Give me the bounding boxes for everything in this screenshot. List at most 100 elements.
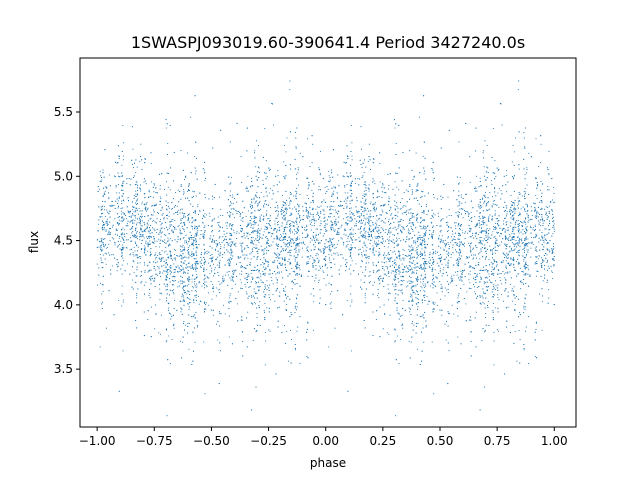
data-point xyxy=(479,208,481,210)
data-point xyxy=(104,186,106,188)
data-point xyxy=(518,227,520,229)
data-point xyxy=(350,220,352,222)
data-point xyxy=(183,298,185,300)
data-point xyxy=(298,242,300,244)
data-point xyxy=(417,221,419,223)
data-point xyxy=(333,215,335,217)
data-point xyxy=(317,254,319,256)
data-point xyxy=(519,193,521,195)
data-point xyxy=(147,264,149,266)
data-point xyxy=(222,275,224,277)
data-point xyxy=(531,219,533,221)
data-point xyxy=(508,233,510,236)
data-point xyxy=(227,259,229,261)
data-point xyxy=(212,263,215,265)
data-point xyxy=(360,231,362,233)
data-point xyxy=(195,173,197,175)
data-point xyxy=(194,289,196,292)
data-point xyxy=(135,171,137,174)
data-point xyxy=(448,251,450,253)
data-point xyxy=(338,240,340,242)
data-point xyxy=(168,221,171,223)
data-point xyxy=(344,192,346,194)
data-point xyxy=(395,237,398,239)
data-point xyxy=(483,166,485,168)
data-point xyxy=(266,289,268,291)
data-point xyxy=(141,231,143,233)
data-point xyxy=(518,168,520,170)
data-point xyxy=(517,244,519,246)
data-point xyxy=(139,219,141,221)
data-point xyxy=(266,213,268,215)
data-point xyxy=(543,208,546,210)
data-point xyxy=(181,296,183,298)
data-point xyxy=(393,247,395,249)
data-point xyxy=(372,251,374,253)
data-point xyxy=(346,200,348,202)
data-point xyxy=(197,295,199,298)
data-point xyxy=(118,237,120,239)
data-point xyxy=(350,181,352,183)
data-point xyxy=(360,220,362,222)
data-point xyxy=(436,277,438,279)
data-point xyxy=(329,293,331,295)
data-point xyxy=(345,229,347,231)
data-point xyxy=(148,237,150,239)
data-point xyxy=(324,186,326,188)
data-point xyxy=(319,172,321,175)
data-point xyxy=(223,278,225,280)
data-point xyxy=(474,215,476,217)
data-point xyxy=(159,292,161,294)
data-point xyxy=(365,203,367,205)
data-point xyxy=(452,247,454,249)
data-point xyxy=(403,249,405,251)
data-point xyxy=(351,142,353,144)
data-point xyxy=(479,212,481,214)
data-point xyxy=(191,228,194,230)
data-point xyxy=(479,202,481,204)
data-point xyxy=(434,281,436,283)
data-point xyxy=(167,186,169,188)
data-point xyxy=(151,205,153,207)
data-point xyxy=(549,205,551,207)
data-point xyxy=(457,336,459,338)
data-point xyxy=(286,226,288,228)
data-point xyxy=(328,175,330,177)
data-point xyxy=(269,206,271,208)
data-point xyxy=(458,214,460,216)
data-point xyxy=(313,208,315,210)
data-point xyxy=(178,271,180,273)
data-point xyxy=(204,231,206,234)
data-point xyxy=(150,269,152,271)
data-point xyxy=(213,235,215,237)
data-point xyxy=(484,195,486,197)
data-point xyxy=(231,257,233,259)
data-point xyxy=(126,233,128,235)
data-point xyxy=(179,222,182,224)
data-point xyxy=(483,281,485,283)
data-point xyxy=(409,222,411,224)
data-point xyxy=(257,268,259,270)
data-point xyxy=(486,228,488,230)
data-point xyxy=(207,292,209,294)
data-point xyxy=(180,311,182,313)
data-point xyxy=(506,174,508,177)
data-point xyxy=(324,219,326,222)
data-point xyxy=(122,301,124,303)
data-point xyxy=(528,152,530,154)
data-point xyxy=(515,261,518,263)
data-point xyxy=(105,222,107,224)
data-point xyxy=(209,254,211,256)
data-point xyxy=(248,223,250,225)
data-point xyxy=(477,222,479,224)
data-point xyxy=(264,293,266,295)
data-point xyxy=(100,241,102,243)
data-point xyxy=(226,271,228,273)
data-point xyxy=(132,213,134,215)
data-point xyxy=(414,240,416,242)
data-point xyxy=(231,229,233,231)
data-point xyxy=(496,231,498,233)
data-point xyxy=(279,291,281,293)
data-point xyxy=(187,257,189,259)
data-point xyxy=(194,155,196,158)
